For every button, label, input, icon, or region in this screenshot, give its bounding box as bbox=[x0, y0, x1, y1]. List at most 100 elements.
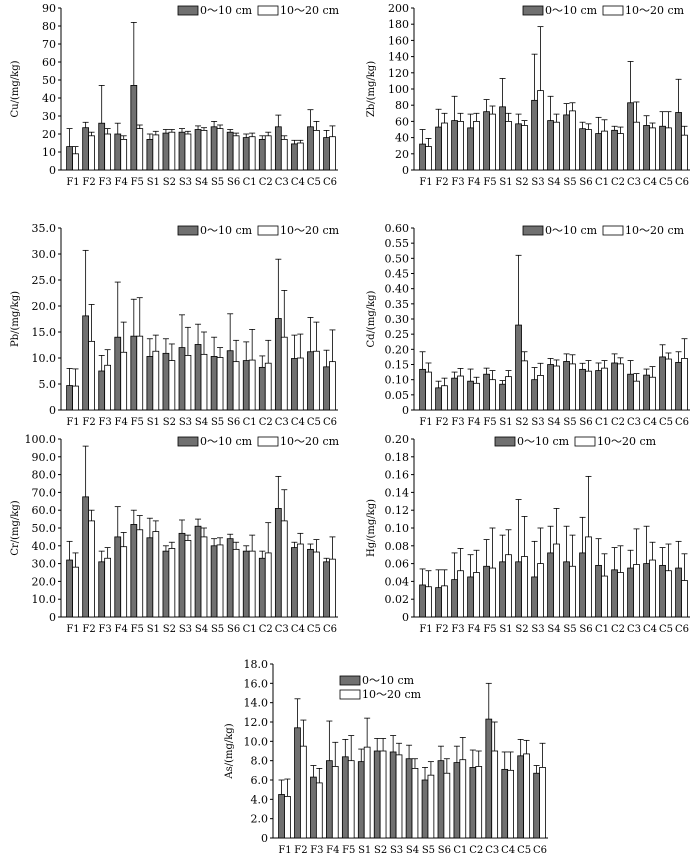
legend-swatch bbox=[339, 675, 361, 686]
y-tick-label: 0.50 bbox=[385, 252, 410, 265]
bar-10-20cm bbox=[168, 548, 176, 618]
bar-10-20cm bbox=[521, 360, 528, 411]
bar-10-20cm bbox=[72, 153, 79, 171]
bar-10-20cm bbox=[489, 113, 496, 171]
bar-10-20cm bbox=[136, 335, 144, 411]
x-tick-label: S6 bbox=[227, 417, 240, 428]
bar-0-10cm bbox=[341, 756, 349, 839]
bar-10-20cm bbox=[72, 385, 79, 411]
bar-0-10cm bbox=[467, 380, 474, 411]
legend-swatch bbox=[177, 5, 199, 16]
bar-0-10cm bbox=[178, 532, 186, 618]
bar-10-20cm bbox=[427, 774, 435, 839]
x-tick-label: F1 bbox=[66, 177, 79, 188]
bar-0-10cm bbox=[499, 561, 506, 618]
x-tick-label: C6 bbox=[675, 417, 689, 428]
x-tick-label: S6 bbox=[579, 177, 592, 188]
bar-10-20cm bbox=[523, 753, 530, 839]
bar-10-20cm bbox=[457, 375, 464, 411]
x-tick-label: S1 bbox=[147, 624, 160, 635]
y-tick-label: 16.0 bbox=[244, 677, 269, 690]
x-tick-label: F4 bbox=[326, 845, 339, 856]
bar-0-10cm bbox=[547, 120, 554, 171]
bar-0-10cm bbox=[451, 377, 458, 411]
bar-10-20cm bbox=[425, 586, 432, 618]
x-tick-label: C4 bbox=[643, 417, 657, 428]
bar-10-20cm bbox=[200, 536, 208, 618]
bar-10-20cm bbox=[300, 745, 307, 839]
x-tick-label: C2 bbox=[469, 845, 483, 856]
x-tick-label: S5 bbox=[563, 177, 576, 188]
bar-10-20cm bbox=[168, 360, 176, 411]
bar-10-20cm bbox=[104, 364, 112, 411]
bar-0-10cm bbox=[226, 538, 234, 618]
y-tick-label: 35.0 bbox=[32, 222, 57, 235]
bar-10-20cm bbox=[136, 128, 144, 171]
x-tick-label: F4 bbox=[115, 417, 128, 428]
x-tick-label: F3 bbox=[98, 177, 111, 188]
chart-panel-6: 0 0.02 0.04 0.06 0.08 0.10 0.12 0.14 0.16 0.18 0.2… bbox=[366, 433, 690, 635]
bar-0-10cm bbox=[467, 127, 474, 171]
bar-10-20cm bbox=[585, 370, 592, 411]
bar-10-20cm bbox=[617, 572, 624, 618]
bar-0-10cm bbox=[405, 758, 413, 839]
bar-0-10cm bbox=[242, 137, 250, 171]
x-tick-label: C1 bbox=[243, 417, 257, 428]
y-tick-label: 80 bbox=[42, 20, 56, 33]
bar-10-20cm bbox=[649, 376, 656, 411]
legend-label: 10～20 cm bbox=[280, 4, 340, 17]
y-tick-label: 0.40 bbox=[385, 283, 410, 296]
bar-0-10cm bbox=[242, 550, 250, 618]
bar-10-20cm bbox=[88, 340, 95, 411]
x-tick-label: F1 bbox=[419, 624, 432, 635]
x-tick-label: C5 bbox=[307, 624, 321, 635]
bar-0-10cm bbox=[467, 576, 474, 618]
bar-0-10cm bbox=[114, 336, 122, 411]
bar-0-10cm bbox=[291, 358, 298, 411]
x-tick-label: F5 bbox=[131, 417, 144, 428]
x-tick-label: S4 bbox=[195, 624, 208, 635]
bar-0-10cm bbox=[291, 547, 298, 618]
bar-0-10cm bbox=[515, 123, 522, 171]
bar-0-10cm bbox=[146, 138, 154, 171]
bar-10-20cm bbox=[617, 133, 624, 171]
x-tick-label: C3 bbox=[485, 845, 499, 856]
y-tick-label: 0.25 bbox=[385, 328, 410, 341]
bar-10-20cm bbox=[88, 135, 95, 171]
x-tick-label: C6 bbox=[323, 417, 337, 428]
bar-10-20cm bbox=[601, 575, 608, 618]
bar-0-10cm bbox=[178, 131, 186, 171]
bar-0-10cm bbox=[547, 552, 554, 618]
legend-label: 0～10 cm bbox=[362, 674, 415, 687]
y-tick-label: 8.0 bbox=[251, 755, 269, 768]
y-tick-label: 0 bbox=[402, 404, 409, 417]
x-tick-label: C2 bbox=[259, 624, 273, 635]
x-tick-label: C5 bbox=[517, 845, 531, 856]
bar-10-20cm bbox=[329, 361, 336, 411]
bar-10-20cm bbox=[617, 363, 624, 411]
bar-10-20cm bbox=[553, 121, 560, 171]
bar-10-20cm bbox=[329, 136, 336, 171]
bar-0-10cm bbox=[579, 552, 586, 618]
y-tick-label: 20 bbox=[395, 148, 409, 161]
bar-10-20cm bbox=[88, 520, 95, 618]
bar-0-10cm bbox=[627, 102, 634, 171]
x-tick-label: S2 bbox=[515, 417, 528, 428]
bar-10-20cm bbox=[184, 354, 192, 411]
bar-10-20cm bbox=[152, 350, 160, 411]
x-tick-label: S4 bbox=[195, 177, 208, 188]
y-tick-label: 50 bbox=[42, 74, 56, 87]
bar-10-20cm bbox=[296, 357, 304, 411]
x-tick-label: C5 bbox=[659, 417, 673, 428]
bar-0-10cm bbox=[82, 315, 90, 411]
y-tick-label: 0.05 bbox=[385, 389, 410, 402]
bar-10-20cm bbox=[347, 760, 355, 839]
y-tick-label: 60 bbox=[42, 56, 56, 69]
bar-10-20cm bbox=[473, 572, 480, 618]
bar-10-20cm bbox=[601, 367, 608, 411]
bar-0-10cm bbox=[437, 760, 445, 839]
bar-10-20cm bbox=[280, 520, 288, 618]
x-tick-label: F3 bbox=[310, 845, 323, 856]
bar-0-10cm bbox=[675, 112, 682, 171]
x-tick-label: F5 bbox=[342, 845, 355, 856]
